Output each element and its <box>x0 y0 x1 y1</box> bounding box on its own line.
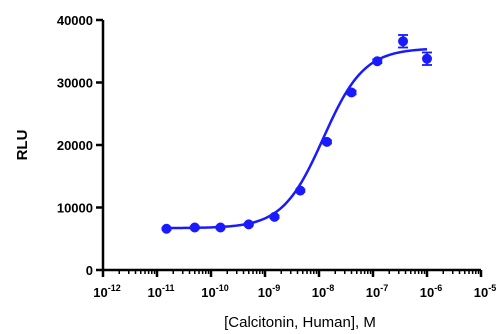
x-tick-label: 10-5 <box>474 283 496 300</box>
data-point <box>422 53 432 64</box>
data-point <box>269 211 280 222</box>
x-tick-label: 10-8 <box>312 283 334 300</box>
x-tick-label: 10-7 <box>366 283 388 300</box>
x-tick-label: 10-11 <box>148 283 175 300</box>
y-tick-label: 10000 <box>57 201 93 216</box>
fit-curve <box>166 47 428 230</box>
y-tick-label: 0 <box>86 263 93 278</box>
y-ticks: 0 10000 20000 30000 40000 <box>57 13 103 278</box>
data-point <box>161 223 172 234</box>
x-tick-label: 10-9 <box>258 283 280 300</box>
data-points <box>161 34 432 234</box>
data-point <box>372 56 383 67</box>
x-tick-label: 10-6 <box>420 283 442 300</box>
fit-curve-group <box>166 47 428 230</box>
data-point <box>295 185 306 196</box>
y-tick-label: 30000 <box>57 76 93 91</box>
x-tick-label: 10-10 <box>201 283 228 300</box>
data-point <box>215 222 226 233</box>
data-point <box>346 87 357 98</box>
data-point <box>189 222 200 233</box>
y-axis-title: RLU <box>14 130 31 161</box>
data-point <box>243 219 254 230</box>
data-point <box>321 136 332 147</box>
y-tick-label: 40000 <box>57 13 93 28</box>
data-point <box>398 36 409 47</box>
y-tick-label: 20000 <box>57 138 93 153</box>
x-tick-label: 10-12 <box>93 283 120 300</box>
x-ticks: 10-12 10-11 10-10 10-9 10-8 10-7 10-6 10-5 <box>93 270 496 300</box>
x-axis-title: [Calcitonin, Human], M <box>224 314 376 331</box>
